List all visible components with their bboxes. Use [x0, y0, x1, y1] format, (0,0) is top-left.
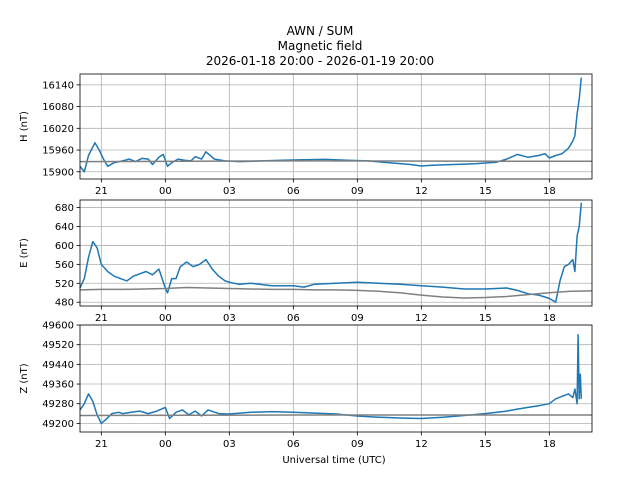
panel-2-y-tick-label: 680	[55, 203, 74, 214]
panel-2-x-tick-label: 21	[95, 313, 108, 324]
panel-2-y-tick-label: 600	[55, 241, 74, 252]
panel-2-y-tick-label: 520	[55, 279, 74, 290]
panel-1-y-tick-label: 15900	[42, 167, 74, 178]
panel-2-baseline-line	[79, 286, 593, 299]
panel-1-y-axis-label: H (nT)	[19, 111, 30, 142]
panel-1-data-line	[79, 77, 583, 173]
panel-3-y-tick-label: 49360	[42, 380, 74, 391]
chart-title-quantity: Magnetic field	[277, 39, 363, 53]
panel-1-x-tick-label: 06	[287, 186, 300, 197]
panel-3-x-tick-label: 15	[479, 439, 492, 450]
panel-3-y-tick-label: 49200	[42, 419, 74, 430]
panel-1-y-tick-label: 15960	[42, 146, 74, 157]
panel-2-data-line	[79, 202, 583, 303]
panel-3-baseline-line	[79, 414, 592, 417]
panel-3-x-tick-label: 06	[287, 439, 300, 450]
panel-1-x-tick-label: 12	[415, 186, 428, 197]
panel-2-x-tick-label: 09	[351, 313, 364, 324]
panel-2-x-tick-label: 03	[223, 313, 236, 324]
chart-title-timespan: 2026-01-18 20:00 - 2026-01-19 20:00	[205, 54, 435, 68]
panel-2-axes-frame	[79, 199, 593, 307]
panel-2-x-tick-label: 15	[479, 313, 492, 324]
panel-1-y-tick-label: 16140	[42, 80, 74, 91]
panel-3-x-tick-label: 18	[543, 439, 556, 450]
panel-1-baseline-line	[79, 160, 593, 163]
x-axis-label: Universal time (UTC)	[282, 455, 385, 466]
panel-2-y-tick-label: 560	[55, 260, 74, 271]
panel-3-x-tick-label: 09	[351, 439, 364, 450]
panel-3-x-tick-label: 00	[159, 439, 172, 450]
panel-1-x-tick-label: 15	[479, 186, 492, 197]
panel-2-y-axis-label: E (nT)	[19, 238, 30, 268]
panel-1-x-tick-label: 21	[95, 186, 108, 197]
panel-1-x-tick-label: 00	[159, 186, 172, 197]
panel-3-axes-frame	[79, 324, 593, 433]
panel-3-data-line	[79, 334, 583, 425]
panel-3-y-tick-label: 49280	[42, 399, 74, 410]
panel-2-y-tick-label: 480	[55, 298, 74, 309]
panel-2-y-tick-label: 640	[55, 222, 74, 233]
panel-3-x-tick-label: 12	[415, 439, 428, 450]
panel-3-y-tick-label: 49600	[42, 321, 74, 332]
panel-1-axes-frame	[79, 73, 593, 180]
panel-3-x-tick-label: 21	[95, 439, 108, 450]
panel-1-x-tick-label: 03	[223, 186, 236, 197]
panel-3-y-tick-label: 49440	[42, 360, 74, 371]
panel-1-x-tick-label: 09	[351, 186, 364, 197]
panel-2-x-tick-label: 06	[287, 313, 300, 324]
panel-3-y-axis-label: Z (nT)	[19, 363, 30, 393]
panel-2-x-tick-label: 18	[543, 313, 556, 324]
chart-title-station: AWN / SUM	[286, 24, 354, 38]
panel-1-y-tick-label: 16080	[42, 102, 74, 113]
panel-2-x-tick-label: 12	[415, 313, 428, 324]
panel-3-y-tick-label: 49520	[42, 340, 74, 351]
panel-3-x-tick-label: 03	[223, 439, 236, 450]
panel-1-x-tick-label: 18	[543, 186, 556, 197]
panel-2-x-tick-label: 00	[159, 313, 172, 324]
panel-1-y-tick-label: 16020	[42, 124, 74, 135]
